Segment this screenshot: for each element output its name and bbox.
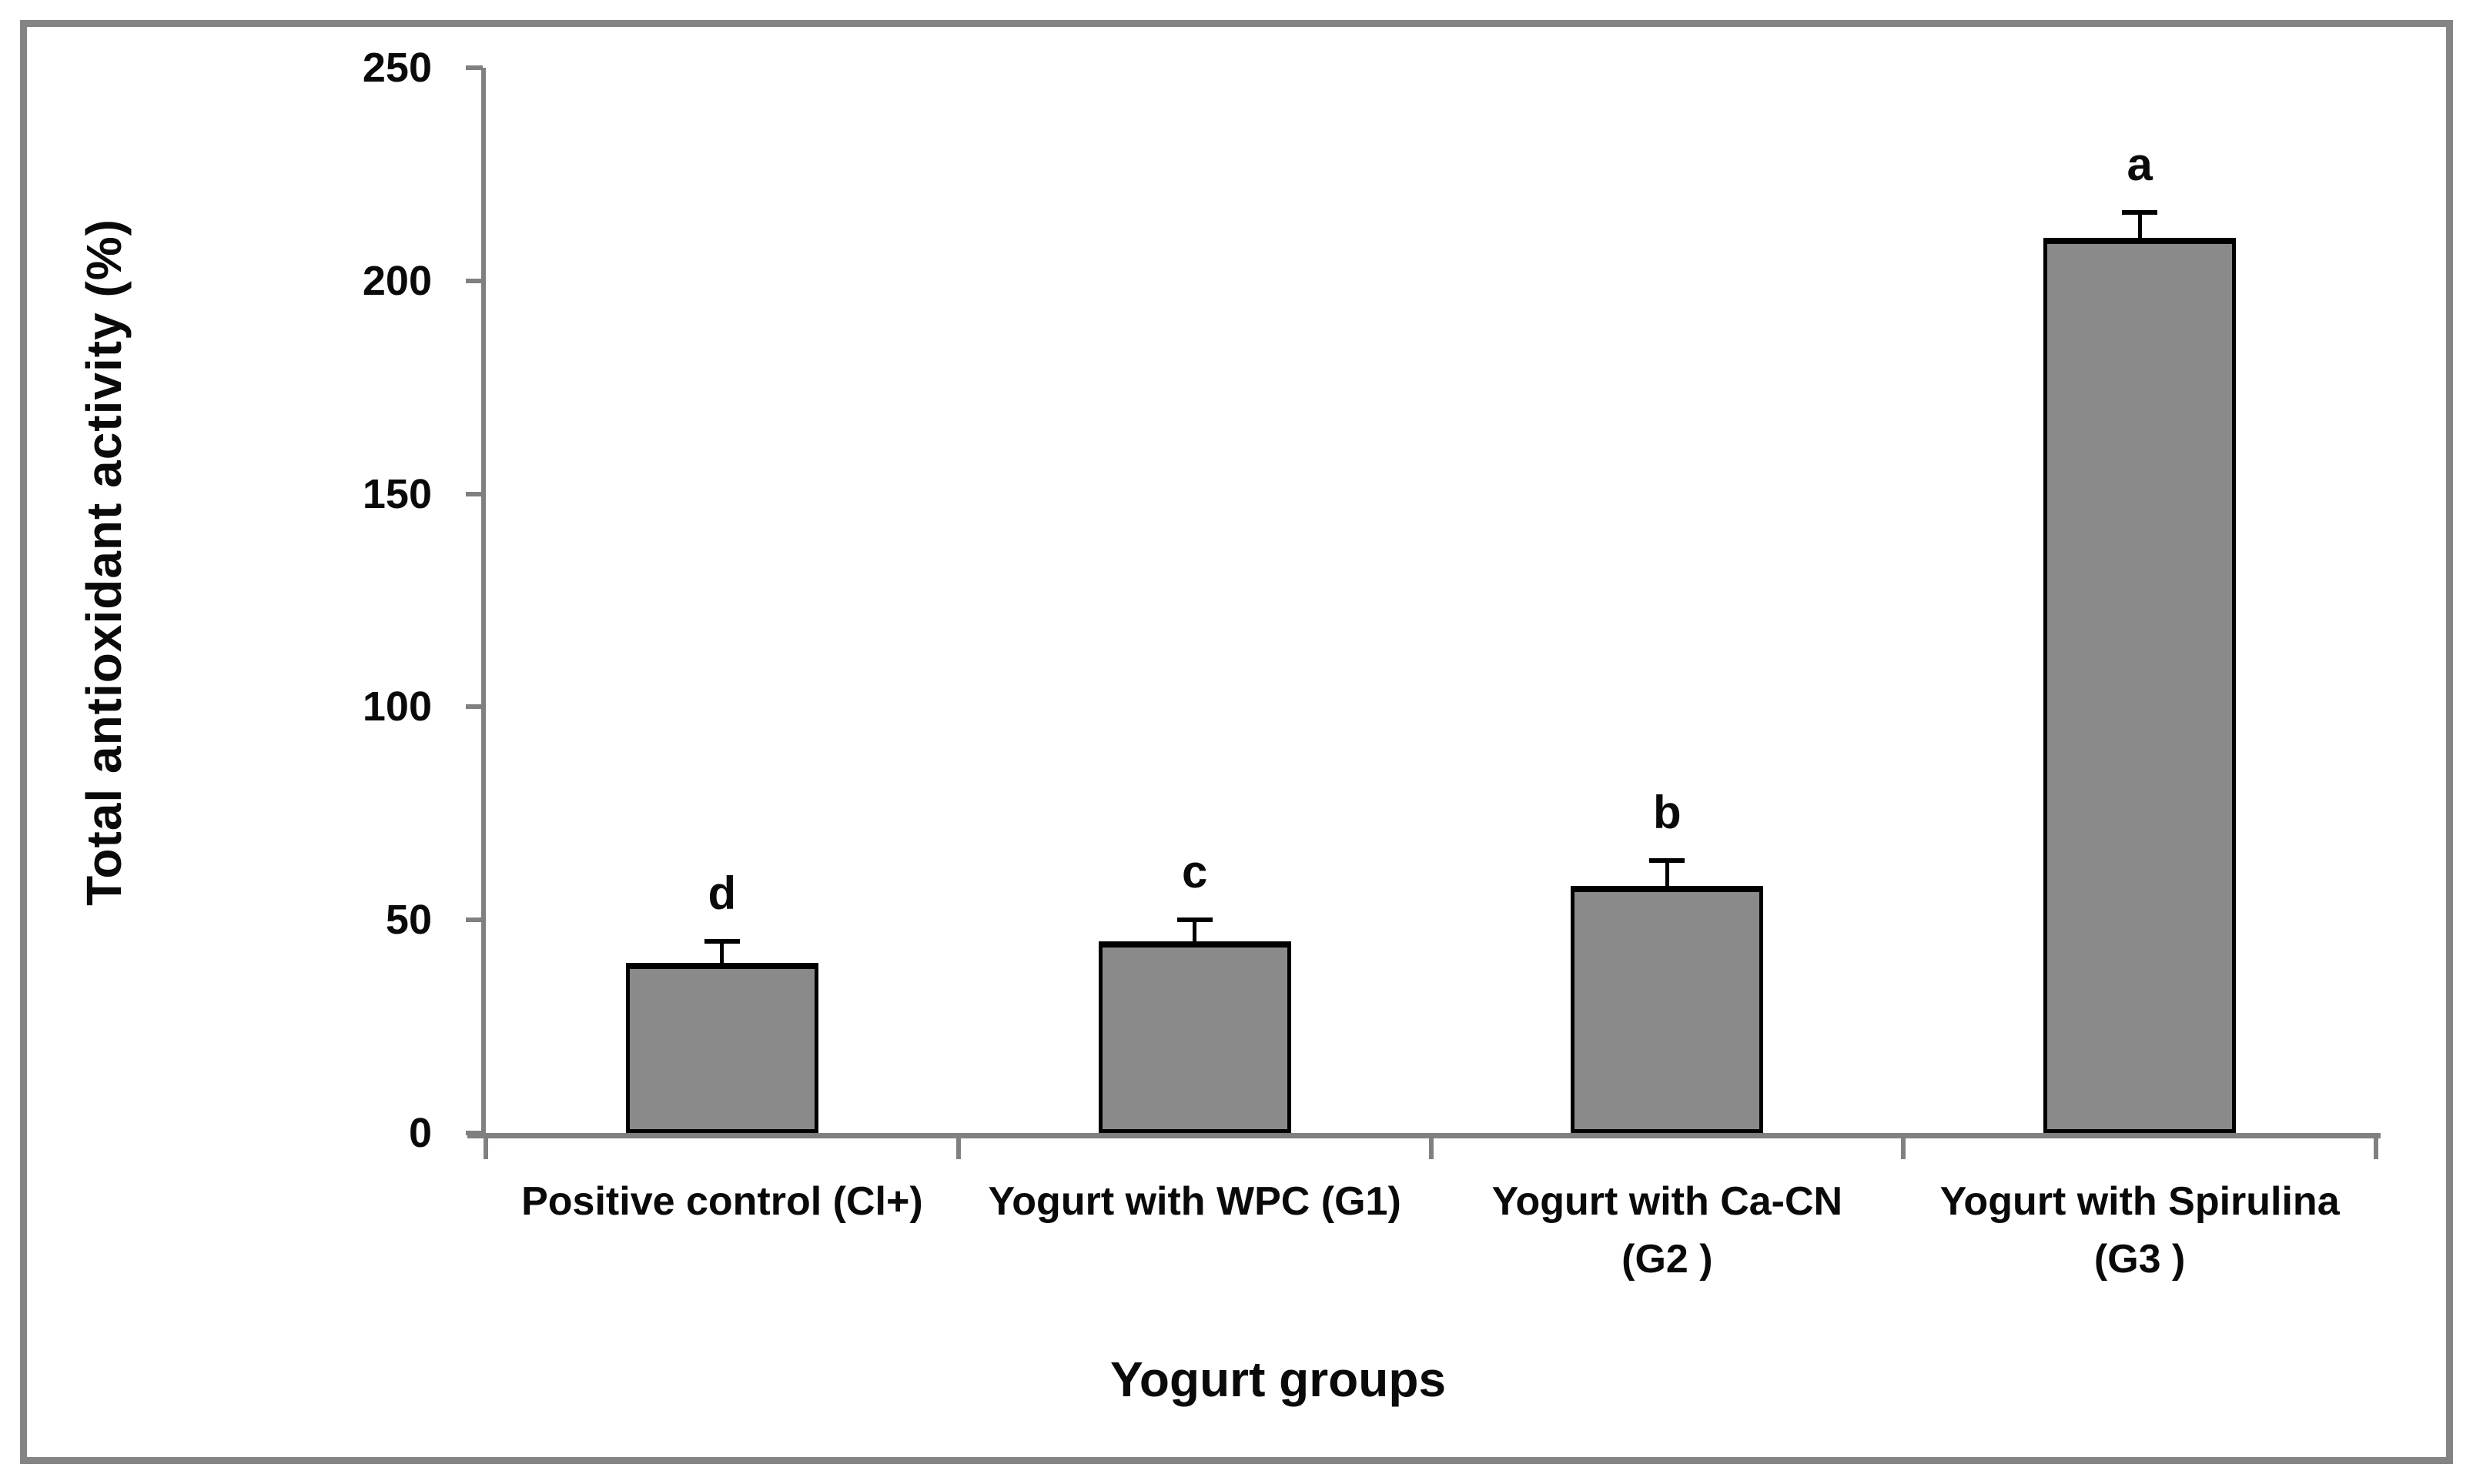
- error-bar-line: [720, 941, 724, 963]
- x-category-label: Yogurt with Spirulina (G3 ): [1939, 1179, 2340, 1282]
- y-axis-title-wrap: Total antioxidant activity (%): [46, 100, 162, 1024]
- error-bar-line: [2137, 212, 2142, 239]
- error-bar-line: [1193, 920, 1197, 941]
- significance-letter: d: [708, 867, 737, 919]
- y-tick-mark: [466, 704, 483, 710]
- bar: [1571, 885, 1764, 1133]
- x-category-label: Positive control (Cl+): [521, 1179, 923, 1224]
- bar: [2043, 238, 2237, 1133]
- y-axis-line: [481, 68, 486, 1138]
- x-tick-mark: [955, 1138, 961, 1159]
- y-tick-mark: [466, 491, 483, 496]
- y-tick-label: 150: [362, 470, 432, 517]
- error-bar-cap: [1176, 917, 1213, 923]
- x-tick-mark: [484, 1138, 488, 1159]
- significance-letter: a: [2127, 139, 2153, 191]
- y-tick-mark: [466, 1131, 483, 1135]
- bar: [1098, 941, 1291, 1133]
- plot-area: 0 50 100 150 200 250 d Positive control (Cl+) c Y…: [363, 45, 2381, 1282]
- significance-letter: c: [1181, 846, 1208, 898]
- x-tick-mark: [2374, 1138, 2378, 1159]
- y-tick-label: 50: [385, 897, 432, 944]
- y-tick-label: 100: [362, 684, 432, 730]
- error-bar-cap: [704, 938, 740, 944]
- x-category-label: Yogurt with WPC (G1): [988, 1179, 1401, 1224]
- y-tick-label: 0: [408, 1110, 432, 1156]
- x-tick-mark: [1428, 1138, 1434, 1159]
- x-category-label: Yogurt with Ca-CN (G2 ): [1491, 1179, 1843, 1282]
- error-bar-line: [1665, 860, 1669, 886]
- y-axis-title: Total antioxidant activity (%): [76, 218, 132, 906]
- y-tick-mark: [466, 917, 483, 923]
- x-axis-line: [467, 1133, 2381, 1138]
- chart-outer-border: [20, 20, 2453, 1464]
- y-tick-label: 200: [362, 257, 432, 304]
- x-axis-title: Yogurt groups: [1109, 1352, 1447, 1407]
- error-bar-cap: [2122, 210, 2158, 216]
- significance-letter: b: [1653, 786, 1682, 838]
- y-tick-mark: [466, 65, 483, 70]
- error-bar-cap: [1649, 857, 1685, 863]
- bar: [625, 962, 818, 1133]
- x-tick-mark: [1901, 1138, 1906, 1159]
- y-tick-label: 250: [362, 45, 432, 91]
- y-tick-mark: [466, 278, 483, 283]
